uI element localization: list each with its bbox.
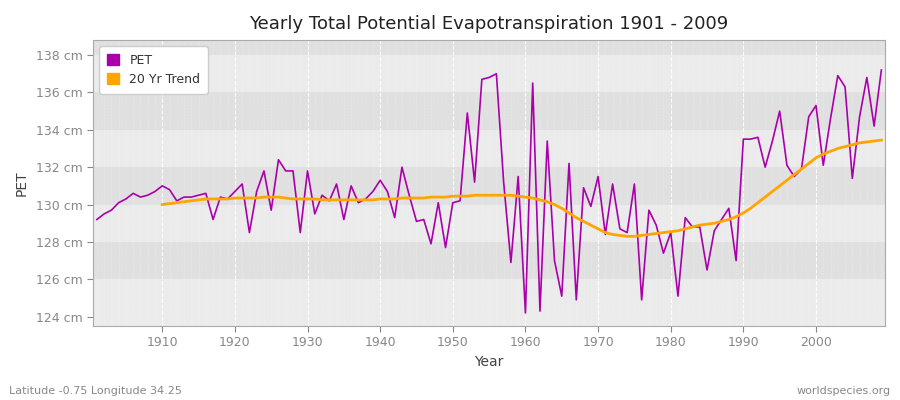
PET bbox=[92, 217, 103, 222]
Bar bbox=[94, 167, 885, 204]
20 Yr Trend bbox=[825, 149, 836, 154]
Line: 20 Yr Trend: 20 Yr Trend bbox=[162, 140, 881, 236]
20 Yr Trend bbox=[847, 142, 858, 147]
X-axis label: Year: Year bbox=[474, 355, 504, 369]
PET bbox=[353, 200, 364, 205]
Bar bbox=[94, 204, 885, 242]
PET bbox=[149, 189, 160, 194]
20 Yr Trend bbox=[622, 234, 633, 239]
PET bbox=[310, 212, 320, 216]
PET bbox=[876, 68, 886, 72]
Y-axis label: PET: PET bbox=[15, 170, 29, 196]
Title: Yearly Total Potential Evapotranspiration 1901 - 2009: Yearly Total Potential Evapotranspiratio… bbox=[249, 15, 729, 33]
Bar bbox=[94, 317, 885, 326]
Text: Latitude -0.75 Longitude 34.25: Latitude -0.75 Longitude 34.25 bbox=[9, 386, 182, 396]
20 Yr Trend bbox=[324, 198, 335, 202]
Legend: PET, 20 Yr Trend: PET, 20 Yr Trend bbox=[100, 46, 208, 94]
Bar bbox=[94, 242, 885, 279]
Line: PET: PET bbox=[97, 70, 881, 313]
20 Yr Trend bbox=[585, 223, 596, 228]
PET bbox=[615, 226, 626, 231]
Bar bbox=[94, 130, 885, 167]
PET bbox=[513, 174, 524, 179]
Bar bbox=[94, 40, 885, 55]
PET bbox=[527, 81, 538, 86]
Text: worldspecies.org: worldspecies.org bbox=[796, 386, 891, 396]
Bar bbox=[94, 92, 885, 130]
20 Yr Trend bbox=[527, 196, 538, 200]
Bar bbox=[94, 55, 885, 92]
20 Yr Trend bbox=[876, 138, 886, 142]
Bar bbox=[94, 279, 885, 317]
PET bbox=[520, 310, 531, 315]
20 Yr Trend bbox=[157, 202, 167, 207]
20 Yr Trend bbox=[295, 196, 306, 201]
